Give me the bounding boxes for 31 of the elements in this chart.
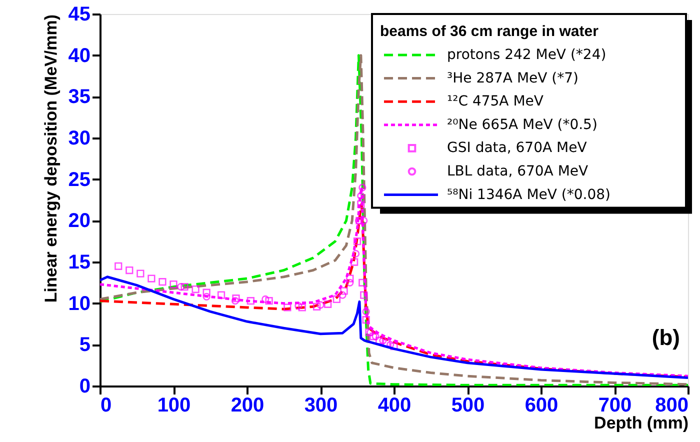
y-tick-label: 0	[79, 376, 90, 398]
y-tick-label: 20	[68, 210, 90, 232]
x-tick-label: 400	[378, 394, 412, 416]
x-tick-label: 800	[655, 394, 688, 416]
x-tick-label: 200	[230, 394, 264, 416]
x-tick-label: 500	[451, 394, 485, 416]
legend-label: protons 242 MeV (*24)	[447, 47, 606, 63]
legend-label: ¹²C 475A MeV	[447, 94, 544, 110]
legend-label: GSI data, 670A MeV	[447, 140, 588, 156]
x-tick-label: 600	[524, 394, 558, 416]
x-axis-title: Depth (mm)	[594, 414, 688, 432]
y-tick-label: 45	[68, 4, 90, 26]
legend-label: LBL data, 670A MeV	[447, 164, 589, 180]
y-tick-label: 30	[68, 128, 90, 150]
legend-label: ²⁰Ne 665A MeV (*0.5)	[447, 116, 598, 133]
legend-label: ³He 287A MeV (*7)	[447, 70, 579, 86]
y-tick-label: 25	[68, 168, 90, 191]
y-tick-label: 10	[68, 292, 90, 315]
x-tick-label: 0	[100, 394, 112, 416]
y-axis-title: Linear energy deposition (MeV/mm)	[41, 14, 60, 303]
y-tick-label: 40	[68, 44, 90, 67]
y-tick-label: 35	[68, 86, 90, 108]
x-tick-label: 100	[157, 394, 191, 416]
legend-label: ⁵⁸Ni 1346A MeV (*0.08)	[447, 186, 611, 203]
y-tick-label: 5	[79, 334, 90, 356]
x-tick-label: 300	[304, 394, 338, 416]
x-tick-label: 700	[598, 394, 632, 416]
line-series	[100, 276, 688, 379]
y-tick-label: 15	[68, 252, 90, 274]
annotation: (b)	[652, 325, 680, 350]
legend-title: beams of 36 cm range in water	[380, 23, 599, 40]
